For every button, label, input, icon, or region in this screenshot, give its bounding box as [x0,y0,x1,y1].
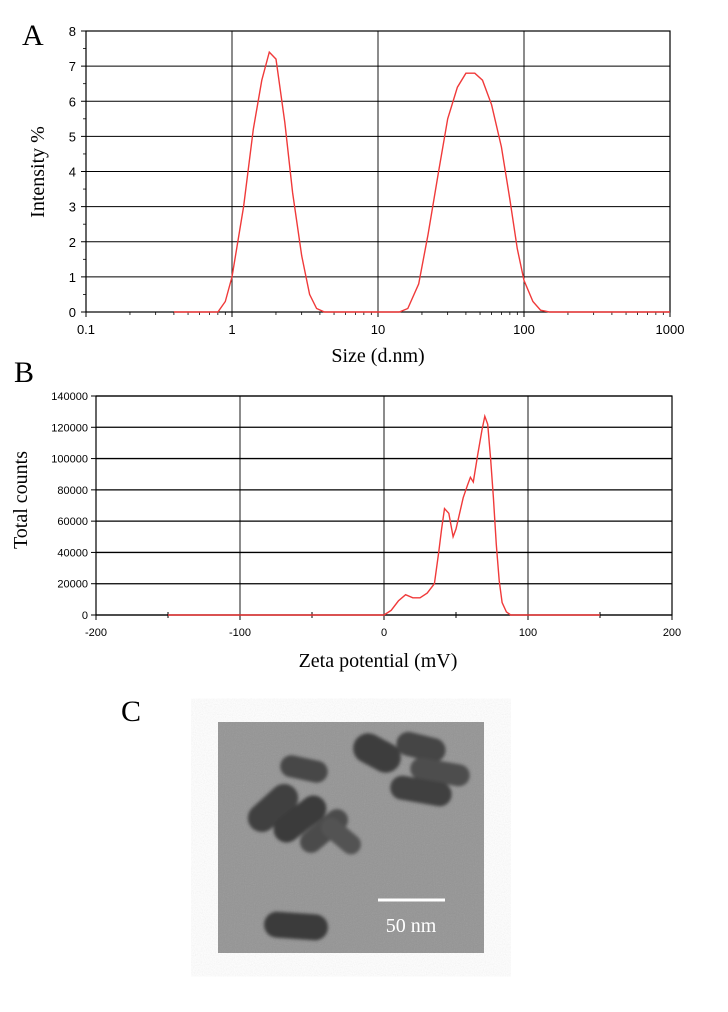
chart-a-x-tick-label: 10 [371,322,385,337]
chart-b-y-tick-label: 0 [82,610,88,622]
chart-a-y-tick-label: 4 [69,165,76,180]
chart-b-x-tick-label: 100 [519,627,537,639]
scale-bar-label: 50 nm [386,915,437,937]
chart-b-y-tick-label: 60000 [57,516,88,528]
chart-b-series-line [168,413,600,616]
nanorod [247,783,299,833]
nanorod [396,731,446,763]
chart-b: B 0 20000 40000 60000 80000 100000 120000 14000… [10,356,681,672]
chart-b-y-tick-label: 80000 [57,485,88,497]
nanorod [321,817,361,855]
micrograph-panel: C 50 nm [121,695,484,953]
chart-b-x-tick-label: -100 [229,627,251,639]
chart-b-x-tick-label: 0 [381,627,387,639]
chart-a-grid [85,30,671,313]
chart-a-y-tick-label: 2 [69,235,76,250]
nanorod [410,757,470,787]
panel-label-b: B [14,356,34,389]
chart-a-y-tick-label: 0 [69,305,76,320]
nanorod [353,733,401,773]
chart-b-y-axis-title: Total counts [10,451,32,549]
chart-a-y-tick-label: 3 [69,200,76,215]
chart-b-x-axis-title: Zeta potential (mV) [299,650,458,672]
chart-b-y-tick-label: 20000 [57,579,88,591]
chart-b-y-tick-label: 120000 [51,422,88,434]
chart-a-y-tick-label: 5 [69,129,76,144]
chart-a: A 0 1 2 3 4 5 6 7 8 0.1 1 10 100 1000 Size (d.nm) In… [22,19,684,367]
chart-a-x-tick-label: 0.1 [77,322,95,337]
panel-label-a: A [22,19,44,52]
chart-b-y-ticks: 0 20000 40000 60000 80000 100000 120000 140000 [51,391,96,622]
chart-b-y-tick-label: 100000 [51,454,88,466]
nanorod [273,795,327,843]
chart-a-x-axis-title: Size (d.nm) [331,345,424,367]
tem-micrograph: 50 nm [218,722,484,953]
panel-label-c: C [121,695,141,728]
chart-a-y-tick-label: 8 [69,24,76,39]
chart-a-x-tick-label: 100 [513,322,535,337]
chart-b-y-tick-label: 140000 [51,391,88,403]
chart-b-x-tick-label: 200 [663,627,681,639]
chart-a-y-axis-title: Intensity % [27,126,49,218]
chart-a-y-tick-label: 6 [69,94,76,109]
chart-a-x-tick-label: 1000 [656,322,685,337]
chart-b-x-ticks: -200 -100 0 100 200 [85,612,681,639]
chart-a-y-tick-label: 1 [69,270,76,285]
chart-a-x-tick-label: 1 [228,322,235,337]
nanorod [390,775,452,807]
nanorod [264,911,328,941]
chart-a-y-ticks: 0 1 2 3 4 5 6 7 8 [69,24,86,320]
chart-a-y-tick-label: 7 [69,59,76,74]
chart-b-grid [95,395,673,616]
chart-b-x-tick-label: -200 [85,627,107,639]
chart-b-y-tick-label: 40000 [57,547,88,559]
chart-a-series-line [173,50,670,313]
chart-a-minor-ticks [83,48,664,315]
chart-a-x-ticks: 0.1 1 10 100 1000 [77,312,685,337]
nanorod [280,755,328,783]
